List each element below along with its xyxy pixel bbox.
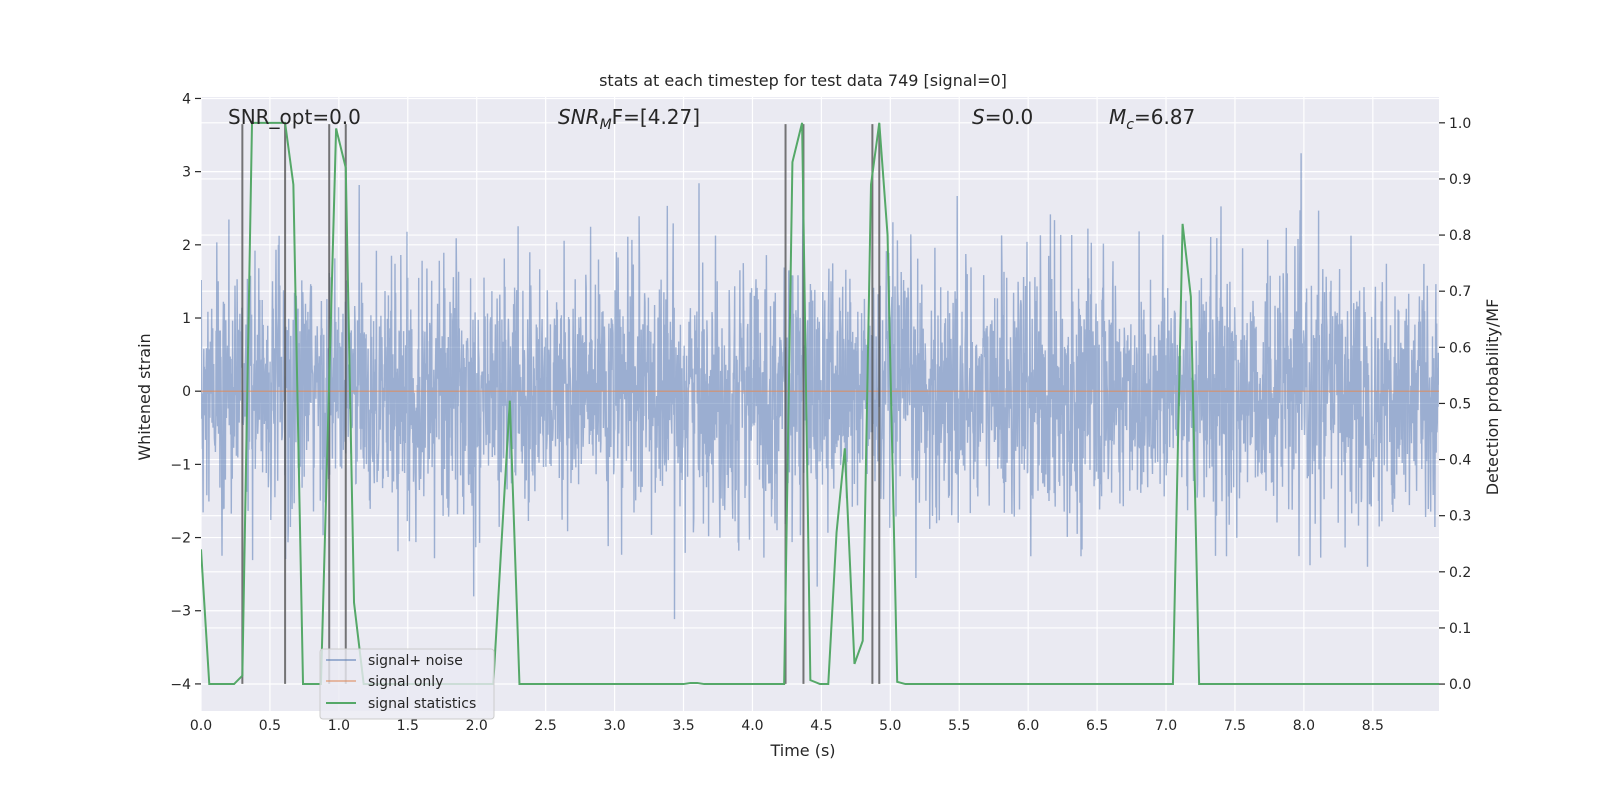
x-tick-label: 5.5: [948, 718, 970, 734]
x-tick-label: 1.0: [328, 718, 350, 734]
y-right-tick-label: 0.8: [1449, 228, 1471, 244]
chart-title: stats at each timestep for test data 749…: [599, 71, 1007, 90]
y-right-tick-label: 0.3: [1449, 509, 1471, 525]
annotation-s: S=0.0: [972, 105, 1033, 129]
y-left-tick-label: −1: [170, 457, 191, 473]
y-right-tick-label: 0.4: [1449, 453, 1471, 469]
y-right-tick-label: 0.6: [1449, 340, 1471, 356]
legend-box: [319, 648, 495, 720]
y-axis-right-label: Detection probability/MF: [1483, 299, 1502, 496]
x-tick-label: 1.5: [397, 718, 419, 734]
x-tick-label: 2.5: [535, 718, 557, 734]
series-signal-noise: [201, 153, 1439, 620]
annotation-mc: Mc=6.87: [1109, 105, 1195, 133]
y-right-tick-label: 0.1: [1449, 621, 1471, 637]
plot-area: [201, 121, 1439, 686]
x-tick-label: 6.5: [1086, 718, 1108, 734]
x-tick-label: 3.0: [603, 718, 625, 734]
legend-label-signal-noise: signal+ noise: [368, 653, 463, 669]
y-right-tick-label: 0.7: [1449, 284, 1471, 300]
x-tick-label: 5.0: [879, 718, 901, 734]
x-tick-label: 3.5: [672, 718, 694, 734]
x-tick-label: 8.0: [1293, 718, 1315, 734]
y-left-tick-label: 3: [182, 165, 191, 181]
x-tick-label: 0.0: [190, 718, 212, 734]
legend: signal+ noise signal only signal statist…: [319, 648, 495, 720]
y-left-tick-label: −2: [170, 531, 191, 547]
x-tick-label: 4.5: [810, 718, 832, 734]
x-tick-label: 4.0: [741, 718, 763, 734]
x-axis-label: Time (s): [769, 741, 835, 760]
y-left-tick-label: −3: [170, 604, 191, 620]
y-right-tick-label: 0.2: [1449, 565, 1471, 581]
y-right-tick-label: 0.9: [1449, 172, 1471, 188]
x-tick-label: 0.5: [259, 718, 281, 734]
y-right-tick-label: 1.0: [1449, 116, 1471, 132]
x-tick-label: 7.0: [1155, 718, 1177, 734]
x-tick-label: 6.0: [1017, 718, 1039, 734]
x-tick-label: 7.5: [1224, 718, 1246, 734]
legend-label-signal-statistics: signal statistics: [368, 696, 476, 712]
y-right-tick-label: 0.0: [1449, 677, 1471, 693]
y-left-tick-label: 0: [182, 384, 191, 400]
y-left-tick-label: 2: [182, 238, 191, 254]
x-tick-label: 2.0: [466, 718, 488, 734]
series-signal-statistics: [201, 121, 1439, 686]
annotation-snr-mf: SNRMF=[4.27]: [558, 105, 700, 133]
ticks: 0.0 0.5 1.0 1.5 2.0 2.5 3.0 3.5 4.0 4.5 5.0 5.5 6.0 6…: [170, 91, 1471, 734]
y-axis-left-label: Whitened strain: [135, 333, 154, 460]
x-tick-label: 8.5: [1362, 718, 1384, 734]
y-left-tick-label: 4: [182, 91, 191, 107]
annotation-snr-opt: SNR_opt=0.0: [228, 105, 361, 129]
legend-label-signal-only: signal only: [368, 674, 443, 690]
y-left-tick-label: 1: [182, 311, 191, 327]
y-right-tick-label: 0.5: [1449, 396, 1471, 412]
y-left-tick-label: −4: [170, 677, 191, 693]
